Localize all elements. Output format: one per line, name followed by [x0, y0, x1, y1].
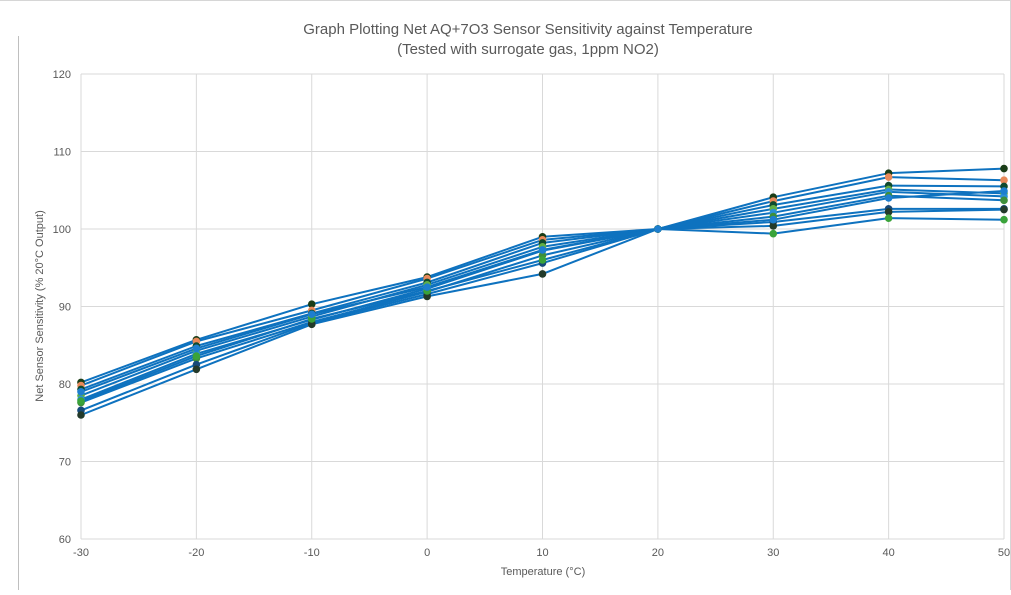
data-point	[769, 215, 778, 224]
x-tick-label: -30	[73, 547, 89, 559]
y-tick-label: 110	[53, 147, 71, 159]
chart-subtitle: (Tested with surrogate gas, 1ppm NO2)	[397, 41, 659, 58]
tick-labels: 60 70 80 90 100 110 120 -30 -20 -10 0 10 20 30 40 50	[53, 69, 1010, 559]
data-point	[77, 387, 85, 396]
data-point	[1000, 176, 1008, 184]
x-tick-label: 10	[536, 547, 548, 559]
data-point	[307, 310, 316, 319]
data-point	[423, 292, 431, 301]
frame-top-border	[0, 0, 1011, 1]
x-tick-label: 50	[998, 547, 1010, 559]
data-point	[307, 300, 316, 308]
gridlines	[80, 73, 1005, 540]
data-point	[538, 256, 547, 264]
x-axis-title: Temperature (°C)	[501, 566, 585, 578]
data-series	[77, 164, 1008, 419]
y-tick-label: 90	[59, 302, 71, 314]
data-point	[1000, 215, 1008, 224]
data-point	[423, 283, 431, 291]
data-point	[654, 225, 662, 233]
data-point	[192, 344, 201, 353]
data-point	[77, 411, 85, 419]
data-point	[77, 397, 85, 405]
x-tick-label: -10	[304, 547, 320, 559]
x-tick-label: 30	[767, 547, 779, 559]
data-point	[884, 194, 893, 202]
x-tick-label: 20	[652, 547, 664, 559]
y-tick-label: 60	[59, 534, 71, 546]
x-tick-label: 0	[424, 547, 430, 559]
y-tick-label: 120	[53, 69, 71, 81]
data-point	[307, 320, 316, 329]
data-point	[1000, 196, 1008, 205]
chart-title: Graph Plotting Net AQ+7O3 Sensor Sensiti…	[303, 21, 753, 38]
frame-left-border	[18, 36, 19, 590]
data-point	[769, 222, 778, 230]
data-point	[769, 229, 778, 238]
data-point	[1000, 164, 1008, 173]
data-point	[1000, 205, 1008, 214]
data-point	[538, 270, 547, 278]
data-point	[538, 246, 547, 254]
y-tick-label: 100	[53, 224, 71, 236]
data-point	[192, 365, 201, 374]
data-point	[192, 352, 201, 360]
y-tick-label: 70	[59, 457, 71, 469]
x-tick-label: -20	[188, 547, 204, 559]
data-point	[884, 208, 893, 216]
x-tick-label: 40	[883, 547, 895, 559]
y-axis-title: Net Sensor Sensitivity (% 20°C Output)	[34, 210, 46, 401]
data-point	[1000, 187, 1008, 195]
data-point	[884, 214, 893, 222]
y-tick-label: 80	[59, 379, 71, 391]
data-point	[884, 173, 893, 181]
